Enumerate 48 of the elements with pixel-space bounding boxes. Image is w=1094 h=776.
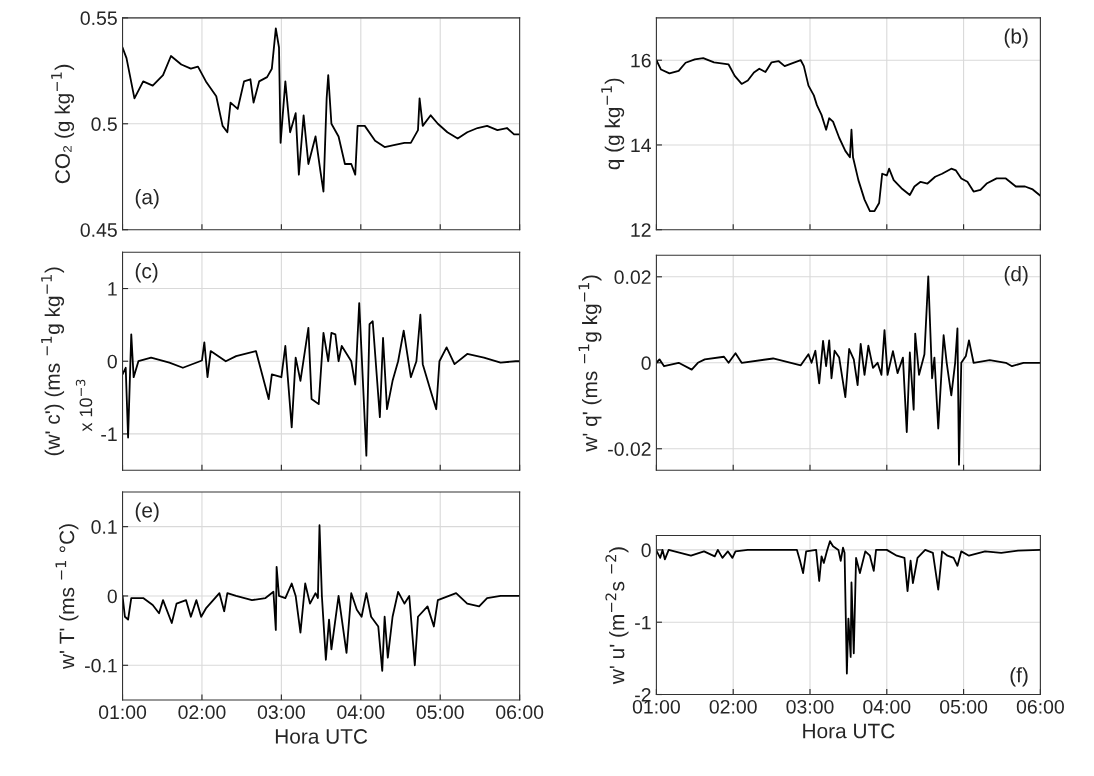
y-tick-label: -1	[101, 427, 117, 441]
annotation: (f)	[1010, 667, 1028, 687]
x-tick-label: 03:00	[257, 705, 305, 720]
y-tick-label: -1	[635, 615, 651, 630]
x-axis-title: Hora UTC	[803, 723, 895, 739]
line-series	[122, 524, 520, 672]
y-tick-label: 0	[641, 543, 651, 558]
y-tick-label: -0.1	[85, 658, 117, 673]
y-tick-label: 0.45	[80, 223, 117, 237]
line-series	[656, 57, 1041, 212]
y-axis-title: w' q' (ms $^{−1}$g kg$^{−1}$)	[578, 275, 602, 452]
annotation: (e)	[135, 502, 159, 522]
annotation: (c)	[135, 263, 158, 283]
y-axis-title: w' T' (ms $^{−1}$ °C)	[55, 524, 79, 670]
x-tick-label: 03:00	[786, 699, 834, 714]
x-tick-label: 02:00	[178, 705, 226, 720]
y-tick-label: 0.5	[91, 117, 117, 132]
line-series	[122, 302, 520, 457]
x-axis-title: Hora UTC	[275, 729, 368, 744]
x-tick-label: 05:00	[940, 699, 988, 714]
x-tick-label: 04:00	[337, 705, 385, 720]
y-tick-label: 0.1	[91, 520, 117, 534]
y-tick-label: 16	[631, 53, 651, 68]
y-tick-label: 1	[108, 282, 117, 296]
y-tick-label: 14	[631, 138, 651, 152]
annotation: (d)	[1004, 266, 1028, 286]
text: x 10$^{−3}$	[75, 379, 93, 432]
y-tick-label: 0	[641, 356, 651, 371]
x-tick-label: 04:00	[863, 699, 911, 714]
x-tick-label: 06:00	[1016, 699, 1064, 714]
y-tick-label: 0	[107, 589, 117, 604]
annotation: (a)	[135, 189, 159, 209]
y-axis-title: w' u' (m$^{−2}$s $^{−2}$)	[605, 547, 629, 685]
x-tick-label: 02:00	[709, 699, 757, 714]
y-axis-title: (w' c') (ms $^{−1}$g kg$^{−1}$)	[41, 267, 65, 456]
y-axis-title: CO₂ (g kg$^{−1}$)	[51, 64, 75, 184]
y-tick-label: 0.55	[80, 11, 117, 26]
y-tick-label: 0.02	[614, 270, 651, 285]
annotation: (b)	[1004, 28, 1028, 48]
y-tick-label: -2	[635, 687, 651, 702]
y-tick-label: 0	[107, 354, 117, 369]
y-axis-title: q (g kg$^{−1}$)	[601, 78, 625, 170]
x-tick-label: 06:00	[496, 705, 544, 720]
x-tick-label: 05:00	[416, 705, 464, 720]
x-tick-label: 01:00	[98, 705, 147, 720]
x-tick-label: 01:00	[632, 699, 680, 714]
y-tick-label: 12	[631, 223, 651, 237]
y-tick-label: -0.02	[608, 442, 651, 456]
